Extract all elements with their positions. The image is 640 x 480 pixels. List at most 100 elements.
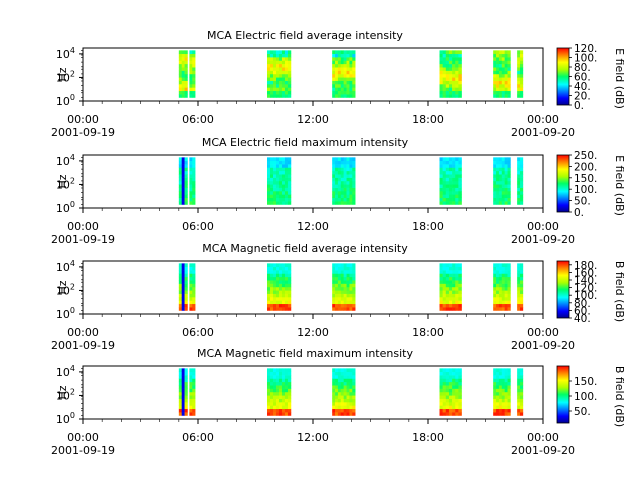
spectrogram-cell bbox=[346, 50, 350, 55]
spectrogram-cell bbox=[501, 177, 505, 182]
spectrogram-cell bbox=[332, 398, 336, 403]
spectrogram-cell bbox=[455, 164, 459, 168]
spectrogram-cell bbox=[452, 388, 456, 393]
spectrogram-cell bbox=[269, 280, 274, 284]
spectrogram-cell bbox=[184, 395, 188, 399]
spectrogram-cell bbox=[504, 405, 508, 410]
spectrogram-cell bbox=[178, 77, 182, 81]
spectrogram-cell bbox=[448, 50, 453, 55]
spectrogram-cell bbox=[184, 412, 188, 416]
spectrogram-cell bbox=[267, 293, 271, 298]
spectrogram-cell bbox=[343, 286, 347, 291]
spectrogram-cell bbox=[281, 402, 286, 406]
spectrogram-cell bbox=[458, 303, 462, 308]
spectrogram-cell bbox=[337, 297, 342, 301]
spectrogram-cell bbox=[275, 70, 280, 75]
spectrogram-cell bbox=[448, 290, 453, 294]
spectrogram-cell bbox=[272, 307, 277, 311]
spectrogram-cell bbox=[343, 57, 347, 61]
spectrogram-cell bbox=[269, 290, 274, 294]
spectrogram-cell bbox=[284, 395, 289, 399]
spectrogram-cell bbox=[504, 157, 508, 162]
spectrogram-cell bbox=[337, 77, 342, 81]
spectrogram-cell bbox=[349, 385, 353, 389]
spectrogram-cell bbox=[346, 263, 350, 268]
spectrogram-cell bbox=[442, 395, 447, 399]
spectrogram-cell bbox=[520, 67, 524, 71]
spectrogram-cell bbox=[332, 57, 336, 61]
spectrogram-cell bbox=[267, 160, 271, 165]
colorbar-tick-label: 60. bbox=[574, 305, 591, 317]
spectrogram-cell bbox=[340, 94, 344, 98]
spectrogram-cell bbox=[275, 375, 280, 379]
spectrogram-cell bbox=[337, 191, 342, 195]
spectrogram-cell bbox=[287, 73, 292, 78]
spectrogram-cell bbox=[284, 174, 289, 178]
spectrogram-cell bbox=[507, 276, 511, 281]
spectrogram-cell bbox=[181, 263, 185, 268]
spectrogram-cell bbox=[275, 187, 280, 192]
spectrogram-cell bbox=[493, 77, 497, 81]
spectrogram-cell bbox=[284, 378, 289, 383]
x-tick-label: 18:00 bbox=[412, 113, 444, 126]
spectrogram-cell bbox=[448, 300, 453, 305]
spectrogram-cell bbox=[442, 300, 447, 305]
spectrogram-cell bbox=[178, 405, 182, 410]
x-tick-label: 12:00 bbox=[297, 113, 329, 126]
x-tick-date: 2001-09-20 bbox=[511, 444, 575, 457]
spectrogram-cell bbox=[267, 280, 271, 284]
spectrogram-cell bbox=[178, 300, 182, 305]
spectrogram-cell bbox=[184, 164, 188, 168]
spectrogram-cell bbox=[343, 378, 347, 383]
spectrogram-cell bbox=[192, 50, 196, 55]
spectrogram-cell bbox=[267, 408, 271, 413]
spectrogram-cell bbox=[287, 381, 292, 386]
spectrogram-cell bbox=[281, 293, 286, 298]
spectrogram-cell bbox=[501, 398, 505, 403]
spectrogram-cell bbox=[349, 408, 353, 413]
spectrogram-cell bbox=[439, 280, 443, 284]
spectrogram-cell bbox=[517, 164, 521, 168]
spectrogram-cell bbox=[181, 77, 185, 81]
spectrogram-cell bbox=[346, 167, 350, 172]
spectrogram-cell bbox=[192, 402, 196, 406]
spectrogram-cell bbox=[281, 197, 286, 202]
spectrogram-cell bbox=[332, 63, 336, 68]
spectrogram-cell bbox=[332, 177, 336, 182]
spectrogram-cell bbox=[498, 197, 503, 202]
spectrogram-cell bbox=[349, 80, 353, 85]
spectrogram-cell bbox=[448, 385, 453, 389]
spectrogram-cell bbox=[496, 391, 500, 396]
spectrogram-cell bbox=[332, 293, 336, 298]
spectrogram-cell bbox=[496, 371, 500, 376]
spectrogram-cell bbox=[178, 67, 182, 71]
spectrogram-cell bbox=[458, 201, 462, 205]
spectrogram-cell bbox=[178, 157, 182, 162]
spectrogram-cell bbox=[335, 283, 339, 288]
spectrogram-cell bbox=[504, 201, 508, 205]
spectrogram-cell bbox=[267, 270, 271, 274]
spectrogram-cell bbox=[501, 388, 505, 393]
spectrogram-cell bbox=[189, 67, 193, 71]
spectrogram-cell bbox=[455, 297, 459, 301]
spectrogram-cell bbox=[335, 63, 339, 68]
spectrogram-cell bbox=[504, 398, 508, 403]
spectrogram-cell bbox=[278, 164, 283, 168]
spectrogram-cell bbox=[352, 90, 356, 95]
spectrogram-cell bbox=[269, 412, 274, 416]
spectrogram-cell bbox=[269, 197, 274, 202]
spectrogram-cell bbox=[337, 180, 342, 185]
spectrogram-cell bbox=[340, 77, 344, 81]
spectrogram-cell bbox=[343, 263, 347, 268]
spectrogram-cell bbox=[501, 276, 505, 281]
spectrogram-cell bbox=[181, 290, 185, 294]
spectrogram-cell bbox=[181, 90, 185, 95]
spectrogram-cell bbox=[501, 402, 505, 406]
spectrogram-cell bbox=[340, 67, 344, 71]
spectrogram-cell bbox=[267, 177, 271, 182]
spectrogram-cell bbox=[181, 270, 185, 274]
spectrogram-cell bbox=[284, 197, 289, 202]
spectrogram-cell bbox=[452, 286, 456, 291]
spectrogram-cell bbox=[520, 191, 524, 195]
spectrogram-cell bbox=[332, 180, 336, 185]
